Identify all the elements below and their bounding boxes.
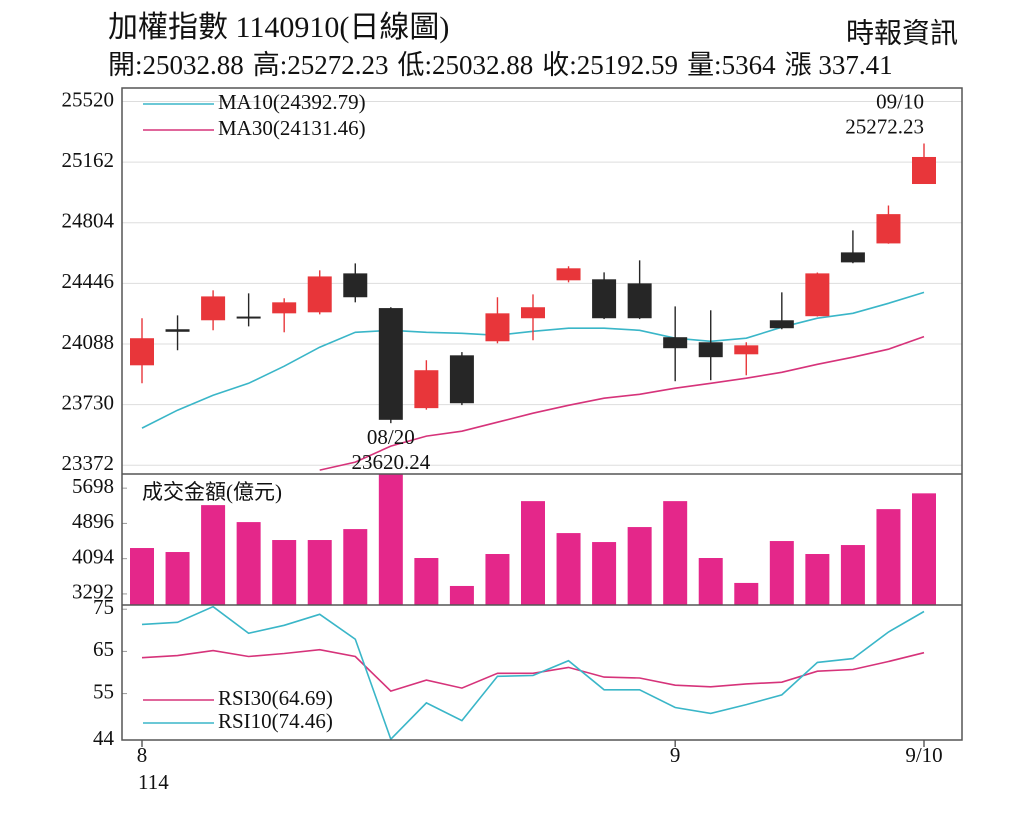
- quote-item: 漲 337.41: [785, 50, 893, 80]
- bar: [912, 493, 936, 605]
- y-tick-label: 4094: [72, 544, 115, 568]
- y-tick-label: 75: [93, 595, 114, 619]
- candle-body: [734, 345, 759, 355]
- bar: [378, 474, 403, 605]
- bar: [521, 501, 545, 605]
- legend-label: MA10(24392.79): [218, 90, 366, 114]
- candle-body: [343, 273, 368, 298]
- y-tick-label: 25520: [62, 87, 115, 111]
- bar: [449, 585, 474, 605]
- annotation-label: 08/20: [367, 425, 415, 449]
- x-tick-label: 8: [137, 743, 148, 767]
- candle-body: [378, 308, 403, 420]
- plot-area: 23372 23730 24088 24446 24804 25162 25520 MA10(…: [62, 87, 962, 794]
- candle-body: [414, 370, 439, 409]
- bar: [805, 554, 830, 605]
- y-tick-label: 24804: [62, 209, 115, 233]
- bars: [130, 474, 936, 605]
- legend-label: MA30(24131.46): [218, 116, 366, 140]
- quote-item: 開:25032.88: [108, 50, 244, 80]
- bar: [165, 552, 190, 605]
- line-series: [141, 605, 925, 740]
- bar: [236, 522, 261, 605]
- quote-item: 低:25032.88: [398, 50, 534, 80]
- y-tick-label: 55: [93, 679, 114, 703]
- bar: [307, 540, 332, 605]
- quote-item: 高:25272.23: [253, 50, 389, 80]
- legend-label: RSI30(64.69): [218, 686, 333, 710]
- bar: [414, 558, 439, 605]
- y-tick-label: 23730: [62, 390, 115, 414]
- annotation-value: 23620.24: [351, 450, 430, 474]
- bar: [840, 545, 865, 605]
- candle-body: [769, 320, 794, 329]
- bar: [130, 548, 154, 605]
- annotation-value: 25272.23: [845, 114, 924, 138]
- candle-body: [165, 329, 190, 332]
- bar: [769, 541, 794, 605]
- y-tick-label: 24446: [62, 269, 115, 293]
- y-tick-label: 5698: [72, 474, 114, 498]
- bar: [272, 540, 297, 605]
- x-tick-label: 9: [670, 743, 681, 767]
- source: 時報資訊: [846, 17, 958, 49]
- candle-body: [592, 279, 617, 319]
- candle-body: [521, 307, 545, 319]
- legend-label: 成交金額(億元): [142, 480, 282, 504]
- y-tick-label: 23372: [62, 451, 115, 475]
- quote-item: 量:5364: [687, 50, 776, 80]
- y-tick-label: 25162: [62, 148, 115, 172]
- candle-body: [698, 342, 723, 358]
- chart-title: 加權指數 1140910(日線圖): [108, 11, 449, 44]
- quote-item: 收:25192.59: [542, 50, 678, 80]
- bar: [343, 529, 368, 605]
- lines: [141, 605, 925, 740]
- bar: [698, 558, 723, 605]
- bar: [627, 527, 652, 605]
- bar: [556, 533, 581, 605]
- candle-body: [663, 337, 688, 349]
- line-series: [319, 335, 925, 471]
- candle-body: [449, 355, 474, 404]
- frame: [121, 87, 963, 741]
- y-tick-label: 24088: [62, 330, 115, 354]
- bar: [734, 582, 759, 605]
- bar: [201, 505, 226, 605]
- bar: [876, 509, 901, 605]
- bar: [592, 542, 617, 605]
- annotation-label: 09/10: [876, 89, 924, 113]
- x-year-label: 114: [138, 770, 169, 794]
- candle-body: [912, 156, 936, 185]
- y-tick-label: 3292: [72, 580, 114, 604]
- candle-body: [130, 338, 154, 366]
- candle-body: [485, 313, 510, 342]
- candle-body: [272, 302, 297, 314]
- y-tick-label: 65: [93, 637, 114, 661]
- candle-body: [201, 296, 226, 321]
- candle-body: [840, 252, 865, 263]
- x-tick-label: 9/10: [905, 743, 942, 767]
- candle-body: [556, 268, 581, 281]
- line-series: [141, 648, 925, 693]
- candle-body: [627, 283, 652, 319]
- candle-body: [876, 214, 901, 244]
- bar: [485, 554, 510, 605]
- candle-body: [805, 273, 830, 317]
- y-tick-label: 4896: [72, 509, 114, 533]
- quote: 開:25032.88 高:25272.23 低:25032.88 收:25192.59…: [108, 50, 893, 80]
- candle-body: [307, 276, 332, 313]
- candle-body: [236, 316, 261, 319]
- bar: [663, 501, 688, 605]
- y-tick-label: 44: [93, 726, 115, 750]
- candles: [130, 143, 936, 471]
- legend-label: RSI10(74.46): [218, 709, 333, 733]
